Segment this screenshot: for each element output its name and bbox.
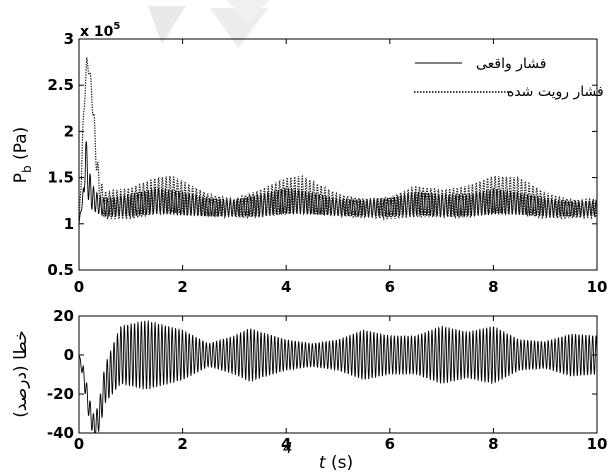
top-x-tick-label: 10	[587, 278, 608, 296]
top-x-tick-label: 6	[385, 278, 395, 296]
bottom-x-tick-label: 4	[281, 435, 291, 453]
bottom-y-axis-label: خطا (درصد)	[11, 330, 31, 417]
bottom-y-tick-labels: -40 -20 0 20	[47, 307, 74, 442]
legend: فشار واقعی فشار رویت شده	[414, 56, 604, 100]
legend-label-actual: فشار واقعی	[476, 56, 546, 72]
watermark-digit: 4	[283, 439, 293, 457]
top-x-tick-label: 4	[281, 278, 291, 296]
bottom-axis-ticks	[78, 315, 598, 434]
top-y-tick-label: 0.5	[47, 261, 74, 279]
top-x-tick-label: 2	[177, 278, 187, 296]
top-y-tick-label: 1.5	[47, 169, 74, 187]
bottom-x-tick-labels: 0 2 4 6 8 10	[74, 435, 608, 453]
top-chart-panel: 0.5 1 1.5 2 2.5 3 x 105 Pb (Pa) فشار واقعی فش…	[11, 21, 604, 279]
top-y-axis-label: Pb (Pa)	[11, 127, 34, 183]
top-x-tick-labels: 0 2 4 6 8 10	[74, 278, 608, 296]
top-series-layer	[78, 57, 598, 224]
top-y-tick-label: 2.5	[47, 76, 74, 94]
bottom-plot-frame	[78, 315, 598, 434]
top-y-tick-label: 3	[64, 30, 74, 48]
bottom-y-tick-label: 0	[64, 346, 74, 364]
top-series-2-dotted	[78, 57, 598, 224]
watermark-shapes	[148, 0, 270, 48]
top-x-tick-label: 8	[488, 278, 498, 296]
top-axis-ticks	[78, 38, 598, 271]
bottom-y-tick-label: -40	[47, 424, 74, 442]
top-plot-frame	[78, 38, 598, 271]
bottom-series-1-solid	[78, 320, 598, 434]
top-y-tick-label: 1	[64, 215, 74, 233]
y-multiplier: x 105	[80, 21, 120, 40]
bottom-chart-panel: -40 -20 0 20 0 2 4 6 8 10 خطا (درصد) t (s) 4	[11, 307, 607, 473]
bottom-x-tick-label: 0	[74, 435, 84, 453]
legend-label-observed: فشار رویت شده	[507, 84, 604, 100]
top-y-tick-label: 2	[64, 122, 74, 140]
top-y-tick-labels: 0.5 1 1.5 2 2.5 3	[47, 30, 74, 279]
bottom-x-tick-label: 10	[587, 435, 608, 453]
bottom-y-tick-label: -20	[47, 385, 74, 403]
bottom-y-tick-label: 20	[53, 307, 74, 325]
bottom-series-layer	[78, 320, 598, 434]
top-x-tick-label: 0	[74, 278, 84, 296]
bottom-x-tick-label: 6	[385, 435, 395, 453]
bottom-x-tick-label: 2	[177, 435, 187, 453]
bottom-x-tick-label: 8	[488, 435, 498, 453]
x-axis-label: t (s)	[319, 453, 353, 473]
